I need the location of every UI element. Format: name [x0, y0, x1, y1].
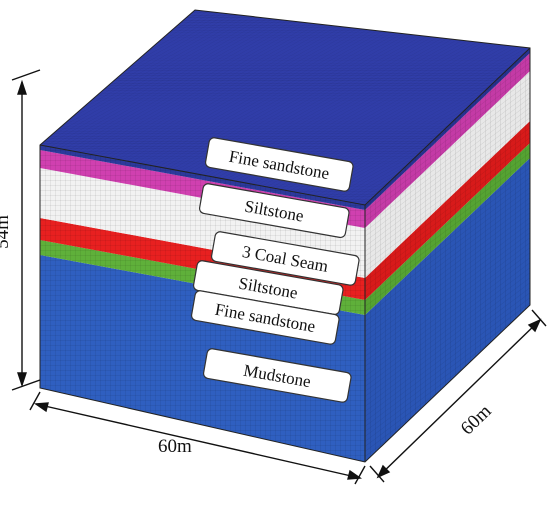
width-label: 60m [158, 436, 192, 457]
label-mudstone: Mudstone [202, 348, 352, 403]
dimension-lines [11, 69, 547, 485]
top-face [40, 10, 530, 205]
cube-outline [39, 9, 531, 463]
height-label: 54m [0, 215, 13, 249]
label-fine-sandstone-top: Fine sandstone [204, 137, 354, 192]
depth-label: 60m [457, 401, 496, 440]
label-siltstone-lower: Siltstone [192, 260, 344, 316]
label-siltstone-upper: Siltstone [198, 183, 350, 239]
